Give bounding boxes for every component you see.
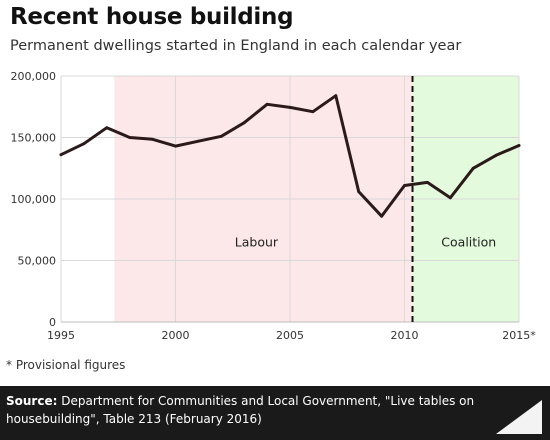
data-point-1996 — [82, 142, 86, 146]
data-point-1995 — [59, 153, 63, 157]
chart-subtitle: Permanent dwellings started in England i… — [10, 38, 462, 54]
y-tick-label-2: 100,000 — [11, 193, 57, 206]
x-tick-label-4: 2015* — [502, 329, 536, 342]
data-point-2003 — [242, 121, 246, 125]
data-point-2014 — [494, 153, 498, 157]
chart-title: Recent house building — [10, 4, 294, 30]
region-label-coalition: Coalition — [441, 235, 496, 250]
footnote: * Provisional figures — [6, 358, 126, 372]
y-tick-label-3: 150,000 — [11, 132, 57, 145]
source-text-block: Source: Department for Communities and L… — [6, 392, 476, 428]
data-point-1999 — [151, 137, 155, 141]
data-point-2001 — [197, 139, 200, 143]
data-point-2010 — [403, 184, 406, 187]
source-footer: Source: Department for Communities and L… — [0, 386, 550, 440]
data-point-2002 — [219, 134, 223, 138]
data-point-2000 — [174, 144, 177, 148]
data-point-2009 — [380, 214, 383, 218]
region-label-labour: Labour — [235, 235, 279, 250]
data-point-2005 — [288, 105, 292, 109]
x-tick-label-0: 1995 — [47, 329, 75, 342]
data-point-2007 — [334, 94, 338, 98]
source-label: Source: — [6, 394, 58, 408]
data-point-2015 — [517, 144, 521, 147]
y-tick-label-1: 50,000 — [18, 255, 57, 268]
data-point-2008 — [357, 190, 361, 194]
full-fact-logo-icon — [496, 400, 542, 434]
x-tick-label-2: 2005 — [276, 329, 304, 342]
x-tick-label-1: 2000 — [162, 329, 190, 342]
data-point-2012 — [448, 196, 452, 200]
line-chart: 0 50,000 100,000 150,000 200,000 1995 2000 2005… — [11, 70, 537, 342]
data-point-2013 — [471, 166, 475, 170]
y-tick-label-4: 200,000 — [11, 70, 57, 83]
y-tick-label-0: 0 — [49, 316, 56, 329]
source-text: Department for Communities and Local Gov… — [6, 394, 475, 426]
data-point-2011 — [426, 180, 429, 184]
data-point-1997 — [105, 126, 109, 130]
x-tick-label-3: 2010 — [391, 329, 419, 342]
data-point-1998 — [128, 136, 132, 139]
data-point-2006 — [311, 110, 315, 114]
data-point-2004 — [265, 102, 269, 106]
